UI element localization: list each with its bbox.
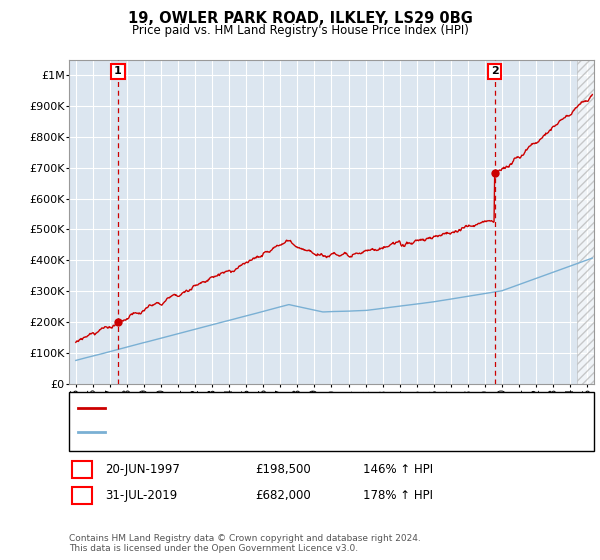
Text: 2: 2 — [77, 489, 86, 502]
Text: 2: 2 — [491, 67, 499, 76]
Text: HPI: Average price, detached house, Bradford: HPI: Average price, detached house, Brad… — [110, 427, 360, 437]
Text: 1: 1 — [114, 67, 122, 76]
Text: 178% ↑ HPI: 178% ↑ HPI — [363, 489, 433, 502]
Text: 19, OWLER PARK ROAD, ILKLEY, LS29 0BG (detached house): 19, OWLER PARK ROAD, ILKLEY, LS29 0BG (d… — [110, 403, 440, 413]
Text: £682,000: £682,000 — [255, 489, 311, 502]
Text: 1: 1 — [77, 463, 86, 476]
Text: 31-JUL-2019: 31-JUL-2019 — [105, 489, 177, 502]
Text: £198,500: £198,500 — [255, 463, 311, 476]
Text: 146% ↑ HPI: 146% ↑ HPI — [363, 463, 433, 476]
Text: 19, OWLER PARK ROAD, ILKLEY, LS29 0BG: 19, OWLER PARK ROAD, ILKLEY, LS29 0BG — [128, 11, 472, 26]
Text: Contains HM Land Registry data © Crown copyright and database right 2024.
This d: Contains HM Land Registry data © Crown c… — [69, 534, 421, 553]
Text: 20-JUN-1997: 20-JUN-1997 — [105, 463, 180, 476]
Text: Price paid vs. HM Land Registry's House Price Index (HPI): Price paid vs. HM Land Registry's House … — [131, 24, 469, 36]
Bar — [577, 60, 594, 384]
